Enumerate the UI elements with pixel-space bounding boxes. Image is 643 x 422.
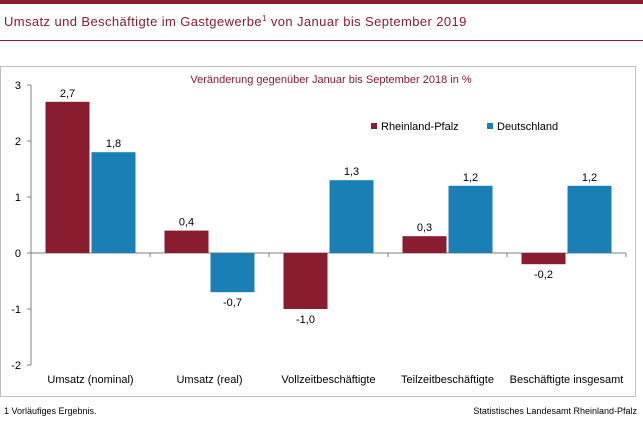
data-label: 0,3 bbox=[417, 222, 432, 234]
data-label: -0,2 bbox=[534, 269, 553, 281]
y-tick-label: 3 bbox=[15, 80, 21, 92]
bar-deutschland bbox=[567, 185, 612, 253]
data-label: 0,4 bbox=[179, 217, 194, 229]
bar-deutschland bbox=[210, 253, 255, 293]
bar-rheinland-pfalz bbox=[283, 253, 328, 309]
title-rule bbox=[0, 40, 643, 41]
bar-deutschland bbox=[91, 152, 136, 253]
top-rule bbox=[0, 0, 643, 4]
legend-swatch bbox=[371, 123, 377, 129]
legend-label: Deutschland bbox=[497, 121, 558, 133]
data-label: -0,7 bbox=[223, 297, 242, 309]
bar-deutschland bbox=[329, 180, 374, 253]
y-tick-label: -2 bbox=[11, 360, 21, 372]
data-label: 1,2 bbox=[582, 172, 597, 184]
y-tick-label: 1 bbox=[15, 192, 21, 204]
source-note: Statistisches Landesamt Rheinland-Pfalz bbox=[473, 406, 637, 416]
page-title: Umsatz und Beschäftigte im Gastgewerbe1 … bbox=[4, 14, 467, 29]
x-category-label: Teilzeitbeschäftigte bbox=[401, 374, 494, 386]
x-category-label: Beschäftigte insgesamt bbox=[510, 374, 624, 386]
data-label: 1,8 bbox=[106, 138, 121, 150]
legend-swatch bbox=[487, 123, 493, 129]
bar-chart: Veränderung gegenüber Januar bis Septemb… bbox=[11, 74, 627, 386]
title-text: Umsatz und Beschäftigte im Gastgewerbe bbox=[4, 14, 262, 29]
chart-subtitle: Veränderung gegenüber Januar bis Septemb… bbox=[190, 74, 472, 86]
data-label: -1,0 bbox=[296, 314, 315, 326]
bar-rheinland-pfalz bbox=[402, 236, 447, 253]
data-label: 1,3 bbox=[344, 166, 359, 178]
data-label: 1,2 bbox=[463, 172, 478, 184]
bar-rheinland-pfalz bbox=[45, 101, 90, 253]
footnote: 1 Vorläufiges Ergebnis. bbox=[4, 406, 97, 416]
y-tick-label: 2 bbox=[15, 136, 21, 148]
title-suffix: von Januar bis September 2019 bbox=[266, 14, 467, 29]
bar-deutschland bbox=[448, 185, 493, 253]
chart-frame: Veränderung gegenüber Januar bis Septemb… bbox=[0, 66, 636, 397]
title-footnote-mark: 1 bbox=[261, 14, 267, 23]
data-label: 2,7 bbox=[60, 88, 75, 100]
y-tick-label: 0 bbox=[15, 248, 21, 260]
bar-rheinland-pfalz bbox=[164, 230, 209, 253]
x-category-label: Umsatz (real) bbox=[176, 374, 242, 386]
x-category-label: Vollzeitbeschäftigte bbox=[281, 374, 375, 386]
y-tick-label: -1 bbox=[11, 304, 21, 316]
legend-label: Rheinland-Pfalz bbox=[381, 121, 459, 133]
x-category-label: Umsatz (nominal) bbox=[47, 374, 133, 386]
bar-rheinland-pfalz bbox=[521, 253, 566, 265]
